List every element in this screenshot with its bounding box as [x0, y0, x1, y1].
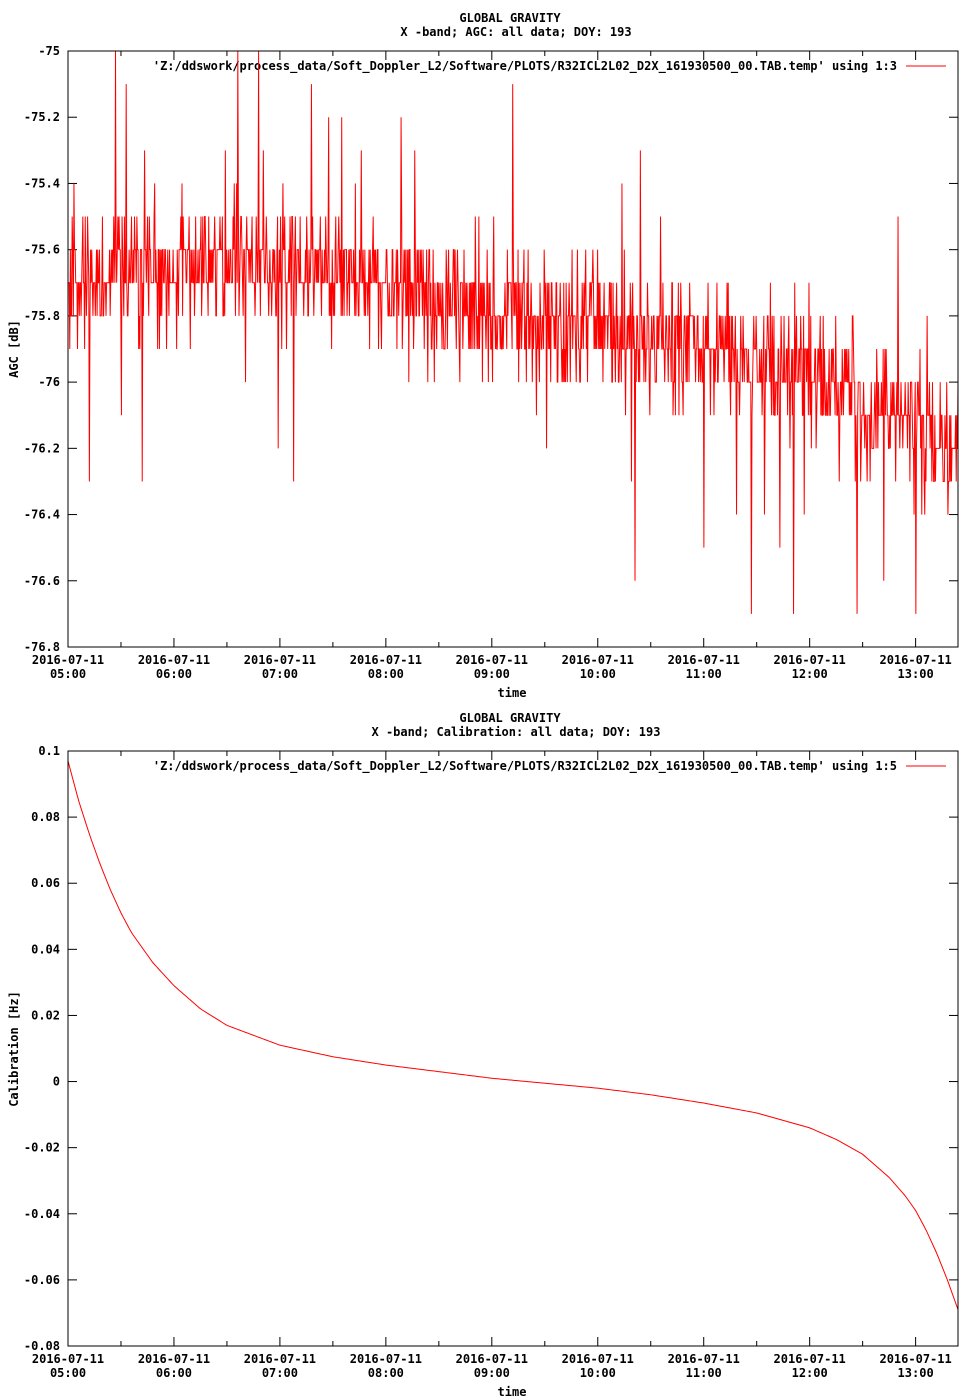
calibration-chart-subtitle: X -band; Calibration: all data; DOY: 193: [372, 725, 661, 739]
calibration-x-tick-time: 12:00: [792, 1366, 828, 1380]
calibration-x-tick-date: 2016-07-11: [138, 1352, 210, 1366]
calibration-x-tick-date: 2016-07-11: [244, 1352, 316, 1366]
agc-x-tick-time: 13:00: [898, 667, 934, 681]
agc-x-tick-time: 11:00: [686, 667, 722, 681]
agc-y-tick-label: -75.8: [24, 309, 60, 323]
calibration-x-axis-label: time: [498, 1385, 527, 1399]
agc-x-axis-label: time: [498, 686, 527, 700]
agc-y-tick-label: -75.4: [24, 176, 60, 190]
calibration-x-tick-time: 07:00: [262, 1366, 298, 1380]
agc-x-tick-date: 2016-07-11: [562, 653, 634, 667]
calibration-y-tick-label: 0.08: [31, 810, 60, 824]
agc-x-tick-date: 2016-07-11: [456, 653, 528, 667]
agc-axis-ticks: -75 -75.2 -75.4 -75.6 -75.8 -76 -76.2 -76.4 -76.…: [24, 44, 958, 681]
calibration-legend-label: 'Z:/ddswork/process_data/Soft_Doppler_L2…: [153, 759, 897, 774]
calibration-axis-ticks: 0.1 0.08 0.06 0.04 0.02 0 -0.02 -0.04 -0.06 -0.08…: [24, 744, 958, 1380]
calibration-y-tick-label: -0.06: [24, 1273, 60, 1287]
calibration-y-tick-label: -0.04: [24, 1207, 60, 1221]
agc-x-tick-date: 2016-07-11: [774, 653, 846, 667]
calibration-y-tick-label: 0: [53, 1075, 60, 1089]
agc-x-tick-date: 2016-07-11: [244, 653, 316, 667]
calibration-plot-border: [67, 750, 959, 1347]
agc-x-tick-date: 2016-07-11: [32, 653, 104, 667]
agc-chart-subtitle: X -band; AGC: all data; DOY: 193: [400, 25, 631, 39]
agc-y-tick-label: -76.2: [24, 441, 60, 455]
calibration-x-tick-time: 09:00: [474, 1366, 510, 1380]
calibration-x-tick-date: 2016-07-11: [774, 1352, 846, 1366]
calibration-series-line: [67, 760, 959, 1310]
calibration-y-tick-label: 0.02: [31, 1008, 60, 1022]
agc-x-tick-date: 2016-07-11: [879, 653, 951, 667]
calibration-y-tick-label: 0.06: [31, 876, 60, 890]
agc-x-tick-time: 10:00: [580, 667, 616, 681]
calibration-x-tick-time: 11:00: [686, 1366, 722, 1380]
calibration-y-axis-label: Calibration [Hz]: [7, 991, 21, 1107]
calibration-x-tick-date: 2016-07-11: [562, 1352, 634, 1366]
agc-y-tick-label: -76: [38, 375, 60, 389]
agc-y-tick-label: -75.2: [24, 110, 60, 124]
agc-y-tick-label: -75: [38, 44, 60, 58]
agc-y-tick-label: -76.8: [24, 640, 60, 654]
calibration-x-tick-date: 2016-07-11: [456, 1352, 528, 1366]
agc-y-tick-label: -76.4: [24, 508, 60, 522]
agc-x-tick-time: 12:00: [792, 667, 828, 681]
calibration-x-tick-time: 10:00: [580, 1366, 616, 1380]
calibration-y-tick-label: 0.04: [31, 942, 60, 956]
calibration-x-tick-time: 05:00: [50, 1366, 86, 1380]
agc-legend-label: 'Z:/ddswork/process_data/Soft_Doppler_L2…: [153, 59, 897, 74]
calibration-y-tick-label: -0.02: [24, 1141, 60, 1155]
calibration-x-tick-date: 2016-07-11: [879, 1352, 951, 1366]
agc-x-tick-date: 2016-07-11: [668, 653, 740, 667]
calibration-x-tick-date: 2016-07-11: [350, 1352, 422, 1366]
agc-y-tick-label: -76.6: [24, 574, 60, 588]
agc-y-tick-label: -75.6: [24, 243, 60, 257]
calibration-x-tick-time: 08:00: [368, 1366, 404, 1380]
agc-series-line: [68, 50, 959, 614]
agc-y-axis-label: AGC [dB]: [7, 320, 21, 378]
agc-x-tick-time: 05:00: [50, 667, 86, 681]
calibration-x-tick-date: 2016-07-11: [32, 1352, 104, 1366]
agc-chart: GLOBAL GRAVITY X -band; AGC: all data; D…: [7, 11, 959, 700]
calibration-chart-title: GLOBAL GRAVITY: [459, 711, 561, 725]
agc-x-tick-date: 2016-07-11: [350, 653, 422, 667]
calibration-y-tick-label: 0.1: [38, 744, 60, 758]
agc-chart-title: GLOBAL GRAVITY: [459, 11, 561, 25]
calibration-x-tick-date: 2016-07-11: [668, 1352, 740, 1366]
agc-plot-border: [67, 50, 959, 648]
agc-x-tick-time: 08:00: [368, 667, 404, 681]
calibration-x-tick-time: 06:00: [156, 1366, 192, 1380]
calibration-chart: GLOBAL GRAVITY X -band; Calibration: all…: [7, 711, 959, 1399]
agc-x-tick-time: 07:00: [262, 667, 298, 681]
calibration-x-tick-time: 13:00: [898, 1366, 934, 1380]
calibration-y-tick-label: -0.08: [24, 1339, 60, 1353]
agc-x-tick-date: 2016-07-11: [138, 653, 210, 667]
agc-x-tick-time: 06:00: [156, 667, 192, 681]
agc-x-tick-time: 09:00: [474, 667, 510, 681]
